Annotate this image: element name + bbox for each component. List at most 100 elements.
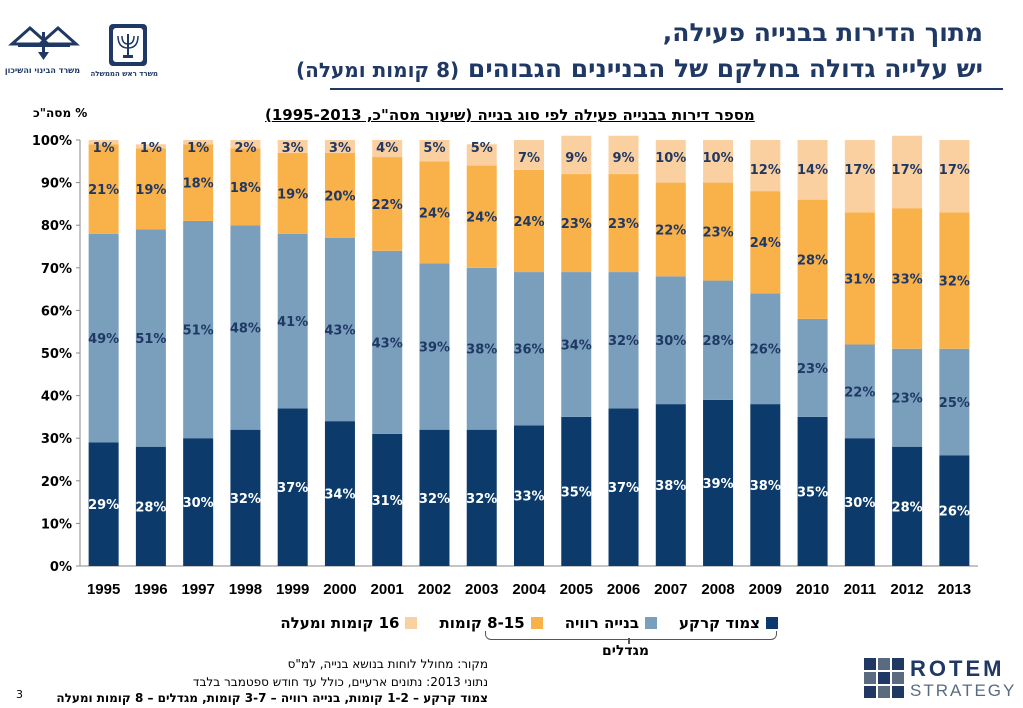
data-label: 49% [88,332,119,347]
x-tick-label: 1999 [276,581,309,598]
towers-bracket-label: מגדלים [602,643,649,659]
data-label: 39% [702,477,733,492]
data-label: 23% [797,362,828,377]
data-label: 38% [655,479,686,494]
data-label: 28% [797,253,828,268]
data-label: 35% [797,485,828,500]
rotem-wordmark: ROTEM [910,656,1005,681]
legend-item-high: 16 קומות ומעלה [280,614,418,632]
data-label: 23% [702,226,733,241]
bar-segment [561,272,592,417]
data-label: 32% [466,492,497,507]
data-label: 30% [183,496,214,511]
y-tick-label: 20% [41,475,72,490]
bar-segment [844,140,875,213]
legend-label-high: 16 קומות ומעלה [280,614,400,632]
bar-segment [750,191,781,294]
y-tick-label: 0% [50,560,72,575]
data-label: 33% [513,490,544,505]
data-label: 37% [277,481,308,496]
bar-segment [419,263,450,430]
x-tick-label: 2010 [796,581,829,598]
legend-label-standard: בנייה רוויה [564,614,640,632]
bar-segment [183,144,214,221]
bar-segment [230,225,261,430]
bar-segment [703,280,734,400]
data-label: 22% [844,385,875,400]
data-label: 12% [750,163,781,178]
y-tick-label: 60% [41,304,72,319]
data-label: 17% [939,163,970,178]
source-note: מקור: מחולל לוחות בנושא בנייה, למ"ס [287,657,488,671]
bar-segment [655,404,686,566]
y-axis-label: % מסה"כ [33,106,88,120]
bar-segment [844,212,875,345]
page-title-main: יש עלייה גדולה בחלקם של הבניינים הגבוהים [467,54,983,83]
definition-note: צמוד קרקע – 1-2 קומות, בנייה רוויה – 3-7… [56,691,488,705]
data-label: 34% [561,338,592,353]
bar-segment [372,157,403,251]
bar-segment [797,416,828,566]
title-divider [330,88,1003,90]
page-title-line-2: יש עלייה גדולה בחלקם של הבניינים הגבוהים… [296,54,983,83]
y-tick-label: 90% [41,177,72,192]
bar-segment [372,250,403,434]
data-label: 2% [234,141,256,156]
x-tick-label: 2013 [938,581,971,598]
bar-segment [939,140,970,213]
data-label: 22% [655,223,686,238]
data-label: 19% [135,183,166,198]
data-label: 28% [892,500,923,515]
bar-segment [892,446,923,566]
bar-segment [88,144,119,234]
bar-segment [939,212,970,349]
y-tick-label: 10% [41,517,72,532]
legend-label-ground: צמוד קרקע [679,614,760,632]
x-tick-label: 2003 [465,581,498,598]
x-tick-label: 2000 [323,581,356,598]
x-tick-label: 2002 [418,581,451,598]
y-tick-label: 50% [41,347,72,362]
data-label: 51% [135,332,166,347]
x-tick-label: 2012 [890,581,923,598]
legend-swatch-mid [530,617,543,629]
data-label: 17% [892,163,923,178]
data-label: 33% [892,272,923,287]
bar-segment [230,140,261,149]
data-label: 32% [230,492,261,507]
bar-segment [135,144,166,149]
bar-segment [183,140,214,145]
bar-segment [372,433,403,566]
data-label: 34% [324,488,355,503]
x-tick-label: 2007 [654,581,687,598]
bar-segment [372,140,403,158]
bar-segment [703,140,734,183]
data-label: 1% [140,141,162,156]
legend-swatch-ground [766,617,778,629]
bar-segment [797,199,828,319]
x-tick-label: 1998 [229,581,262,598]
data-label: 5% [471,141,493,156]
bar-segment [135,446,166,566]
data-label: 31% [844,272,875,287]
legend-item-mid: 8-15 קומות [439,614,543,632]
data-label: 28% [702,334,733,349]
housing-ministry-logo: משרד הבינוי והשיכון [5,22,80,82]
data-label: 39% [419,341,450,356]
page-number: 3 [16,688,23,701]
data-label: 10% [702,151,733,166]
bar-segment [797,140,828,200]
data-label: 5% [423,141,445,156]
pm-office-logo: משרד ראש הממשלה [91,22,158,82]
bar-segment [277,408,308,566]
data-label: 30% [844,496,875,511]
data-label: 43% [372,336,403,351]
bar-segment [892,135,923,209]
data-label: 21% [88,183,119,198]
legend-swatch-high [405,617,418,629]
data-label: 7% [518,151,540,166]
data-label: 23% [561,217,592,232]
data-label: 28% [135,500,166,515]
bar-segment [419,161,450,264]
bar-segment [88,233,119,443]
